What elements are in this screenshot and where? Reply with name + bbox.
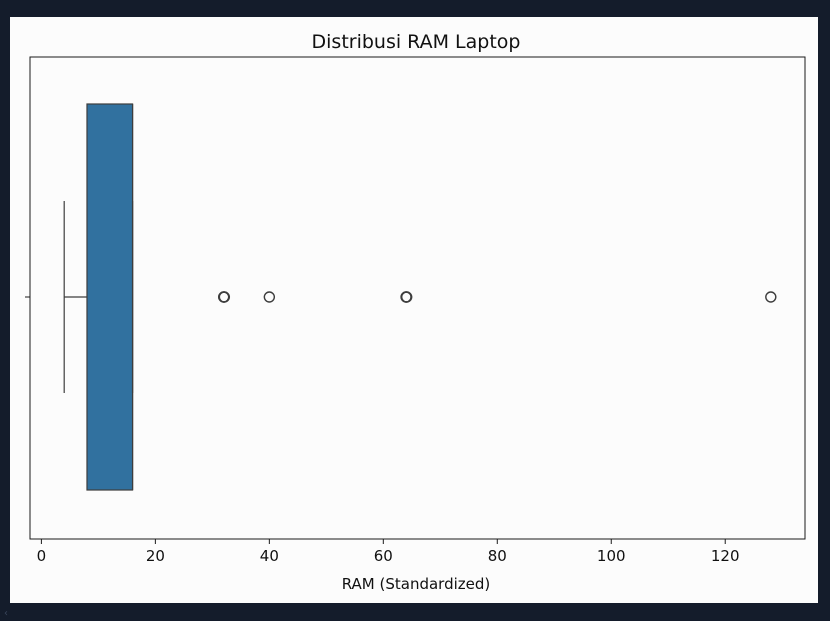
x-tick-label: 20 (146, 547, 165, 565)
outlier-point (218, 291, 231, 303)
boxplot-series (63, 103, 134, 491)
iqr-box (86, 103, 134, 491)
x-axis: 0 20 40 60 80 100 120 (37, 539, 740, 565)
x-tick-label: 80 (488, 547, 507, 565)
x-tick-label: 100 (597, 547, 626, 565)
outlier-point (263, 291, 276, 303)
scroll-left-icon[interactable]: ‹ (4, 608, 8, 619)
outlier-point (765, 291, 777, 303)
x-tick-label: 0 (37, 547, 47, 565)
chart-figure: Distribusi RAM Laptop 0 20 40 60 80 100 120 RA… (10, 17, 818, 603)
x-tick-label: 60 (374, 547, 393, 565)
chart-title: Distribusi RAM Laptop (312, 31, 521, 53)
plot-frame (29, 56, 806, 540)
boxplot-chart: Distribusi RAM Laptop 0 20 40 60 80 100 120 RA… (25, 31, 806, 593)
x-tick-label: 40 (260, 547, 279, 565)
outlier-series (218, 291, 777, 303)
x-axis-label: RAM (Standardized) (342, 575, 491, 593)
outlier-point (401, 291, 413, 303)
x-tick-label: 120 (711, 547, 740, 565)
